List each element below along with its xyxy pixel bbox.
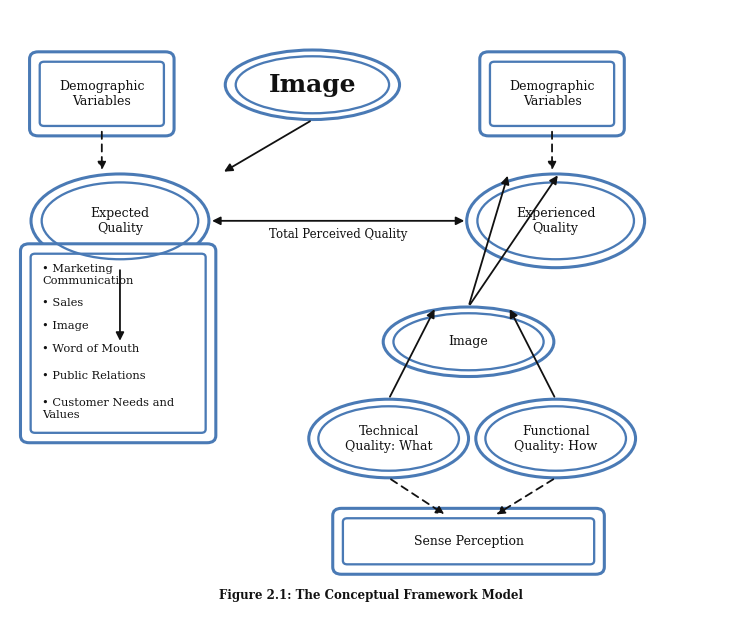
Text: Experienced
Quality: Experienced Quality xyxy=(516,207,596,235)
Text: Image: Image xyxy=(448,335,488,348)
Text: • Sales: • Sales xyxy=(42,297,84,308)
FancyBboxPatch shape xyxy=(21,244,216,443)
Text: • Image: • Image xyxy=(42,321,89,331)
Text: Technical
Quality: What: Technical Quality: What xyxy=(345,424,433,452)
Text: Image: Image xyxy=(268,73,356,97)
Text: • Public Relations: • Public Relations xyxy=(42,371,146,381)
Ellipse shape xyxy=(476,399,636,478)
Text: • Word of Mouth: • Word of Mouth xyxy=(42,344,139,354)
Text: Sense Perception: Sense Perception xyxy=(413,535,524,548)
Ellipse shape xyxy=(31,174,209,268)
Ellipse shape xyxy=(467,174,645,268)
Text: Figure 2.1: The Conceptual Framework Model: Figure 2.1: The Conceptual Framework Mod… xyxy=(219,589,522,602)
Text: Expected
Quality: Expected Quality xyxy=(90,207,150,235)
Text: Demographic
Variables: Demographic Variables xyxy=(509,80,595,108)
Text: Functional
Quality: How: Functional Quality: How xyxy=(514,424,597,452)
Text: Total Perceived Quality: Total Perceived Quality xyxy=(269,228,407,241)
Text: • Customer Needs and
Values: • Customer Needs and Values xyxy=(42,398,174,420)
Ellipse shape xyxy=(225,50,399,120)
FancyBboxPatch shape xyxy=(333,508,605,574)
Text: Demographic
Variables: Demographic Variables xyxy=(59,80,144,108)
Ellipse shape xyxy=(383,307,554,376)
Text: • Marketing
Communication: • Marketing Communication xyxy=(42,264,133,286)
FancyBboxPatch shape xyxy=(30,52,174,136)
Ellipse shape xyxy=(309,399,468,478)
FancyBboxPatch shape xyxy=(479,52,625,136)
